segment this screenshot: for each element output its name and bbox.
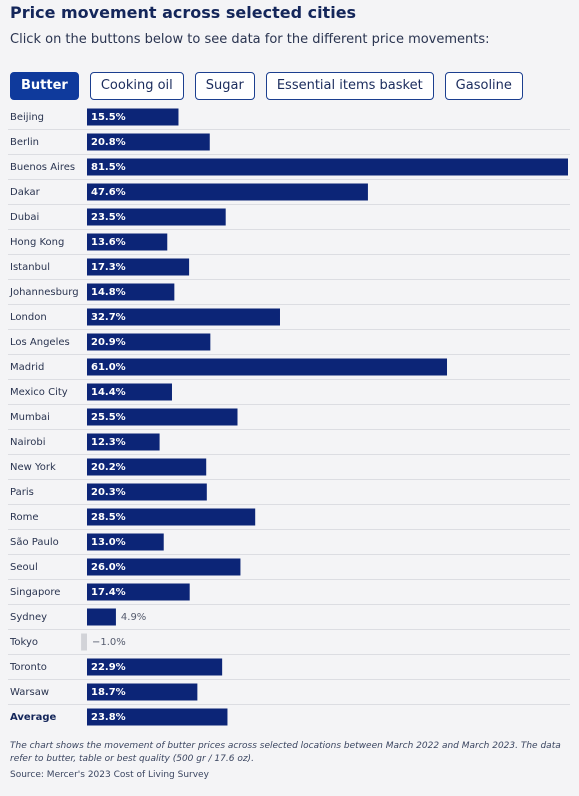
category-label: Seoul <box>10 562 38 573</box>
value-label: 17.4% <box>91 587 126 598</box>
bar <box>87 408 238 426</box>
bar <box>87 283 175 301</box>
category-label: Buenos Aires <box>10 162 75 173</box>
category-label: Beijing <box>10 112 44 123</box>
value-label: 22.9% <box>91 662 126 673</box>
category-label: Singapore <box>10 587 60 598</box>
value-label: 61.0% <box>91 362 126 373</box>
tab-button[interactable]: Butter <box>10 72 79 100</box>
bar <box>87 658 223 676</box>
tab-button[interactable]: Cooking oil <box>89 72 184 100</box>
category-label: Dakar <box>10 187 41 198</box>
category-label: Berlin <box>10 137 39 148</box>
bar <box>87 183 368 201</box>
button-bar: Butter Cooking oil Sugar Essential items ba… <box>10 72 523 100</box>
bar <box>87 233 168 251</box>
category-label: Johannesburg <box>9 287 79 298</box>
tab-button[interactable]: Sugar <box>194 72 255 100</box>
bar <box>87 483 207 501</box>
value-label: 18.7% <box>91 687 126 698</box>
category-label: Dubai <box>10 212 39 223</box>
category-label: Hong Kong <box>10 237 64 248</box>
value-label: 15.5% <box>91 112 126 123</box>
category-label: Sydney <box>10 612 47 623</box>
value-label: 12.3% <box>91 437 126 448</box>
bar <box>87 533 164 551</box>
value-label: 13.6% <box>91 237 126 248</box>
bar <box>87 358 448 376</box>
category-label: Los Angeles <box>10 337 70 348</box>
bar <box>81 633 87 651</box>
value-label: 20.3% <box>91 487 126 498</box>
chart: Beijing 15.5% Berlin 20.8% Buenos Aires 81.5%… <box>8 108 570 726</box>
category-label: Nairobi <box>10 437 46 448</box>
value-label: 23.5% <box>91 212 126 223</box>
footnote: The chart shows the movement of butter p… <box>10 741 561 764</box>
value-label: 25.5% <box>91 412 126 423</box>
bar <box>87 708 228 726</box>
bar <box>87 558 241 576</box>
bar <box>87 108 179 126</box>
category-label: London <box>10 312 47 323</box>
bar <box>87 158 568 176</box>
category-label: Istanbul <box>10 262 50 273</box>
value-label: 4.9% <box>121 612 146 623</box>
value-label: 20.2% <box>91 462 126 473</box>
bar <box>87 383 172 401</box>
category-label: Mumbai <box>10 412 50 423</box>
category-label: Mexico City <box>10 387 68 398</box>
bar <box>87 683 198 701</box>
value-label: 14.4% <box>91 387 126 398</box>
value-label: 26.0% <box>91 562 126 573</box>
category-label: Average <box>10 712 57 723</box>
value-label: 28.5% <box>91 512 126 523</box>
bar <box>87 608 116 626</box>
bar <box>87 508 256 526</box>
value-label: 32.7% <box>91 312 126 323</box>
bar <box>87 583 190 601</box>
category-label: Warsaw <box>10 687 49 698</box>
bar <box>87 333 211 351</box>
category-label: Rome <box>10 512 39 523</box>
value-label: 20.8% <box>91 137 126 148</box>
category-label: Paris <box>10 487 34 498</box>
bar <box>87 133 210 151</box>
value-label: 13.0% <box>91 537 126 548</box>
value-label: 14.8% <box>91 287 126 298</box>
value-label: 23.8% <box>91 712 126 723</box>
title: Price movement across selected cities <box>10 3 357 22</box>
value-label: 81.5% <box>91 162 126 173</box>
category-label: Tokyo <box>9 637 38 648</box>
value-label: 20.9% <box>91 337 126 348</box>
value-label: −1.0% <box>92 637 126 648</box>
bar <box>87 458 207 476</box>
source: Source: Mercer's 2023 Cost of Living Sur… <box>10 770 209 780</box>
tab-button[interactable]: Essential items basket <box>265 72 434 100</box>
category-label: São Paulo <box>10 537 59 548</box>
category-label: Toronto <box>9 662 47 673</box>
category-label: Madrid <box>10 362 44 373</box>
bar <box>87 208 226 226</box>
value-label: 47.6% <box>91 187 126 198</box>
bar <box>87 433 160 451</box>
bar <box>87 308 280 326</box>
subtitle: Click on the buttons below to see data f… <box>10 32 490 47</box>
category-label: New York <box>10 462 56 473</box>
value-label: 17.3% <box>91 262 126 273</box>
tab-button[interactable]: Gasoline <box>444 72 523 100</box>
bar <box>87 258 190 276</box>
